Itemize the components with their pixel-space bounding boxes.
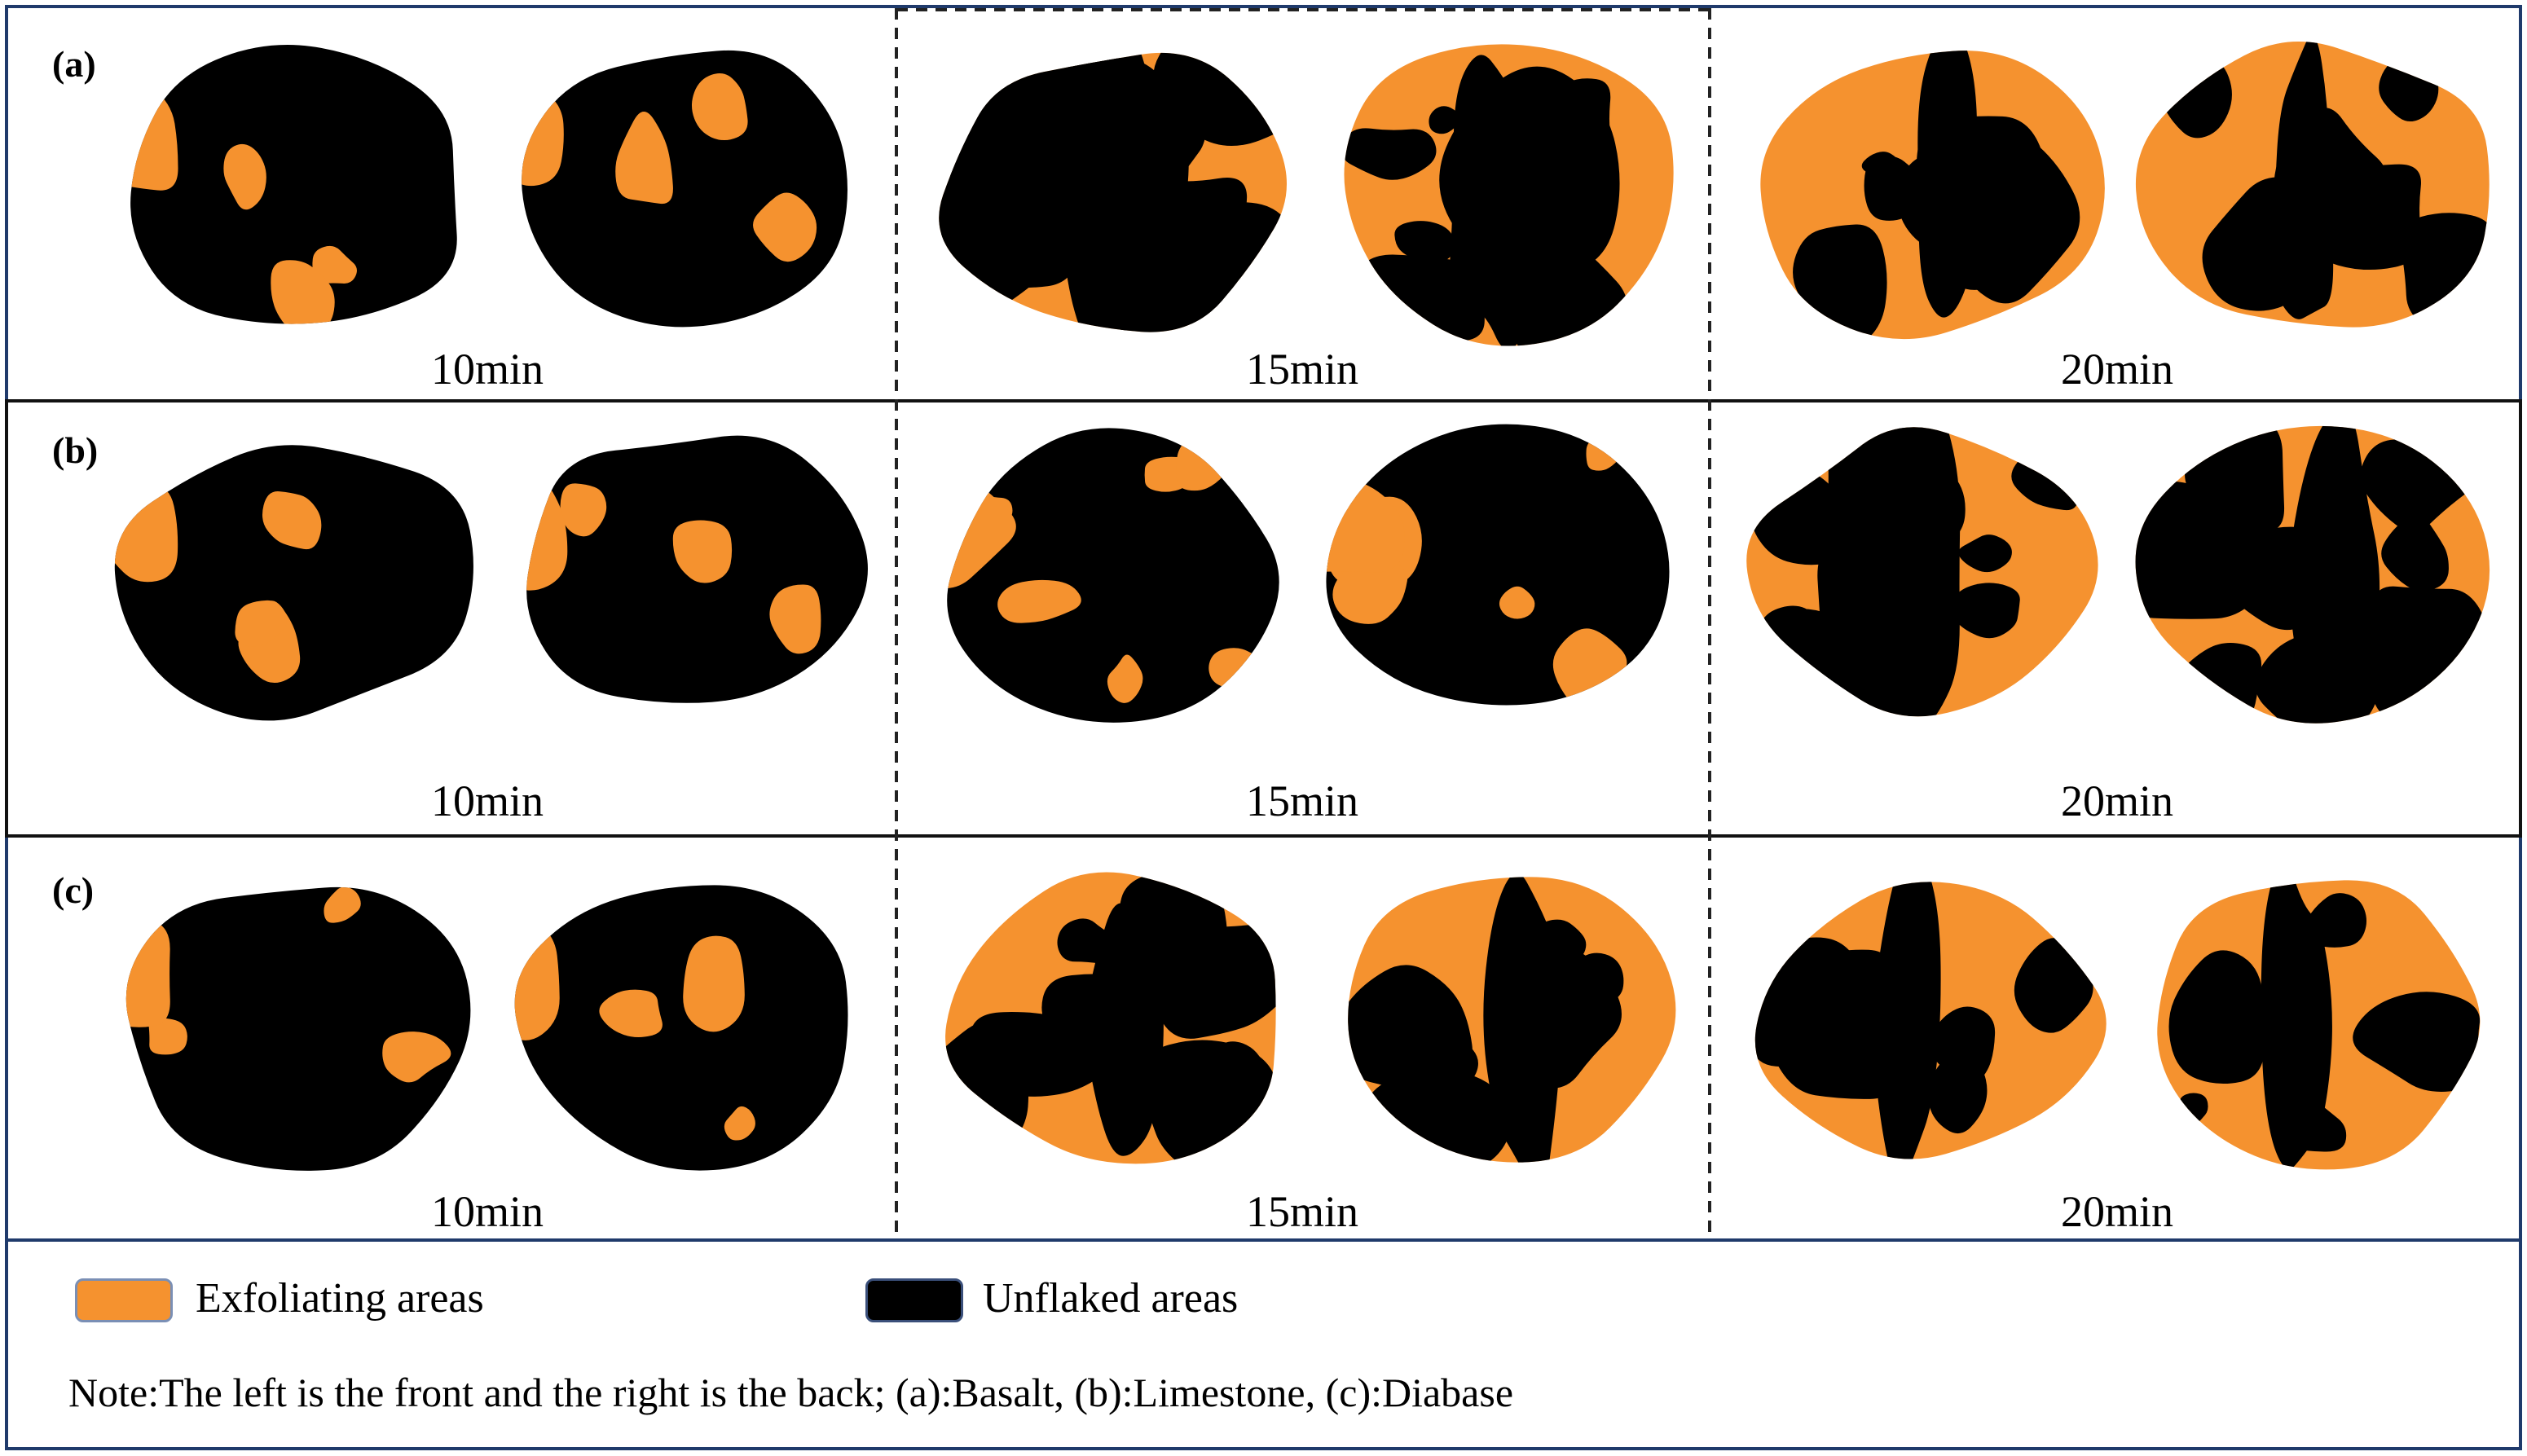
rock-b-10min-front <box>114 445 473 721</box>
panel-b-frame <box>5 399 2522 838</box>
rock-a-15min-back <box>1344 44 1674 346</box>
rock-a-10min-back <box>522 50 848 328</box>
rock-c-10min-back <box>514 885 848 1171</box>
legend-label-exfoliating: Exfoliating areas <box>196 1275 484 1322</box>
rock-a-20min-back <box>2135 42 2490 328</box>
legend-label-unflaked: Unflaked areas <box>983 1275 1239 1322</box>
rock-c-15min-back <box>1348 877 1676 1163</box>
rock-b-15min-back <box>1326 424 1670 706</box>
legend-swatch-unflaked <box>865 1278 963 1322</box>
rock-b-10min-back <box>526 435 868 703</box>
legend-separator <box>5 1238 2522 1242</box>
rock-a-15min-front <box>939 52 1288 332</box>
rock-b-20min-front <box>1746 427 2098 717</box>
time-label-a-2: 15min <box>1245 345 1358 394</box>
rock-c-15min-front <box>945 872 1276 1164</box>
rock-b-15min-front <box>947 428 1279 723</box>
panel-label-b: (b) <box>52 429 99 471</box>
rock-c-20min-front <box>1754 882 2107 1159</box>
time-label-c-3: 20min <box>2060 1187 2173 1236</box>
rock-b-20min-back <box>2135 425 2490 724</box>
time-label-c-1: 10min <box>430 1187 544 1236</box>
time-label-a-3: 20min <box>2060 345 2173 394</box>
time-label-b-2: 15min <box>1245 776 1358 825</box>
panel-label-c: (c) <box>52 869 95 911</box>
time-label-a-1: 10min <box>430 345 544 394</box>
time-label-c-2: 15min <box>1245 1187 1358 1236</box>
rock-c-10min-front <box>125 886 471 1171</box>
panel-label-a: (a) <box>52 43 96 85</box>
time-label-b-3: 20min <box>2060 776 2173 825</box>
time-label-b-1: 10min <box>430 776 544 825</box>
rock-a-10min-front <box>130 45 457 324</box>
rock-c-20min-back <box>2157 880 2481 1170</box>
rock-a-20min-front <box>1760 51 2105 340</box>
figure-note: Note:The left is the front and the right… <box>68 1370 1514 1415</box>
legend-swatch-exfoliating <box>75 1278 173 1322</box>
